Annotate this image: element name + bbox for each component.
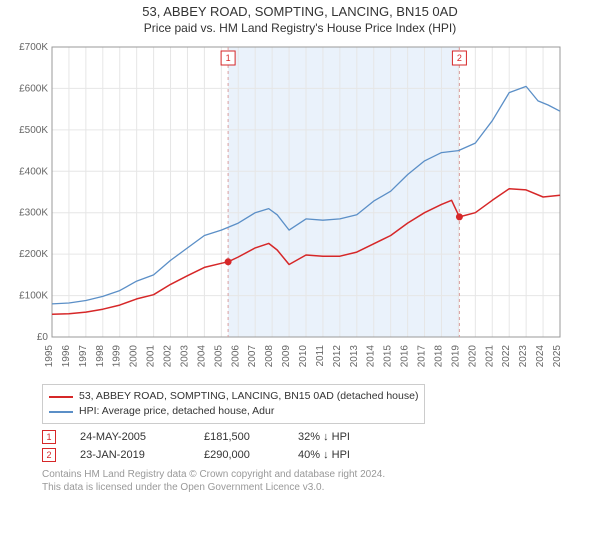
event-table: 1 24-MAY-2005 £181,500 32% ↓ HPI 2 23-JAN-201… (42, 430, 600, 462)
svg-text:2000: 2000 (129, 345, 140, 368)
svg-text:2004: 2004 (196, 345, 207, 368)
svg-text:£200K: £200K (19, 249, 48, 260)
svg-text:2019: 2019 (450, 345, 461, 368)
svg-text:1999: 1999 (112, 345, 123, 368)
svg-text:2022: 2022 (501, 345, 512, 368)
svg-text:2008: 2008 (264, 345, 275, 368)
svg-text:£600K: £600K (19, 83, 48, 94)
svg-text:2018: 2018 (433, 345, 444, 368)
svg-text:2013: 2013 (349, 345, 360, 368)
event-row: 2 23-JAN-2019 £290,000 40% ↓ HPI (42, 448, 600, 462)
svg-text:1997: 1997 (78, 345, 89, 368)
svg-text:£500K: £500K (19, 125, 48, 136)
svg-text:1: 1 (226, 53, 231, 63)
svg-text:£300K: £300K (19, 208, 48, 219)
svg-text:2001: 2001 (146, 345, 157, 368)
event-price: £290,000 (204, 449, 274, 461)
svg-text:2021: 2021 (484, 345, 495, 368)
svg-text:2005: 2005 (213, 345, 224, 368)
event-date: 23-JAN-2019 (80, 449, 180, 461)
svg-text:2007: 2007 (247, 345, 258, 368)
svg-text:2017: 2017 (417, 345, 428, 368)
svg-text:£100K: £100K (19, 291, 48, 302)
event-diff: 32% ↓ HPI (298, 431, 388, 443)
svg-text:2020: 2020 (467, 345, 478, 368)
legend-swatch (49, 411, 73, 413)
event-date: 24-MAY-2005 (80, 431, 180, 443)
svg-text:2024: 2024 (535, 345, 546, 368)
chart-svg: £0 £100K £200K £300K £400K £500K £600K £700K 199… (10, 43, 570, 373)
svg-text:£0: £0 (37, 332, 49, 343)
svg-text:2012: 2012 (332, 345, 343, 368)
license-line1: Contains HM Land Registry data © Crown c… (42, 468, 600, 481)
legend-label: HPI: Average price, detached house, Adur (79, 404, 274, 419)
legend: 53, ABBEY ROAD, SOMPTING, LANCING, BN15 … (42, 384, 425, 424)
license-line2: This data is licensed under the Open Gov… (42, 481, 600, 494)
svg-text:2015: 2015 (383, 345, 394, 368)
svg-text:£700K: £700K (19, 43, 48, 53)
chart-plot: £0 £100K £200K £300K £400K £500K £600K £700K 199… (10, 43, 590, 378)
svg-text:2: 2 (457, 53, 462, 63)
event-diff: 40% ↓ HPI (298, 449, 388, 461)
event-price: £181,500 (204, 431, 274, 443)
title-sub: Price paid vs. HM Land Registry's House … (0, 21, 600, 35)
svg-text:2023: 2023 (518, 345, 529, 368)
svg-text:1995: 1995 (44, 345, 55, 368)
license-text: Contains HM Land Registry data © Crown c… (42, 468, 600, 494)
event-row: 1 24-MAY-2005 £181,500 32% ↓ HPI (42, 430, 600, 444)
legend-swatch (49, 396, 73, 398)
svg-text:2006: 2006 (230, 345, 241, 368)
svg-text:2010: 2010 (298, 345, 309, 368)
svg-text:2014: 2014 (366, 345, 377, 368)
svg-text:1996: 1996 (61, 345, 72, 368)
chart-titles: 53, ABBEY ROAD, SOMPTING, LANCING, BN15 … (0, 0, 600, 35)
svg-text:1998: 1998 (95, 345, 106, 368)
svg-text:2025: 2025 (552, 345, 563, 368)
svg-text:2003: 2003 (179, 345, 190, 368)
legend-row: HPI: Average price, detached house, Adur (49, 404, 418, 419)
svg-text:£400K: £400K (19, 166, 48, 177)
title-main: 53, ABBEY ROAD, SOMPTING, LANCING, BN15 … (0, 4, 600, 19)
legend-row: 53, ABBEY ROAD, SOMPTING, LANCING, BN15 … (49, 389, 418, 404)
svg-text:2016: 2016 (400, 345, 411, 368)
legend-label: 53, ABBEY ROAD, SOMPTING, LANCING, BN15 … (79, 389, 418, 404)
svg-text:2009: 2009 (281, 345, 292, 368)
svg-text:2002: 2002 (163, 345, 174, 368)
event-marker: 2 (42, 448, 56, 462)
svg-text:2011: 2011 (315, 345, 326, 367)
event-marker: 1 (42, 430, 56, 444)
